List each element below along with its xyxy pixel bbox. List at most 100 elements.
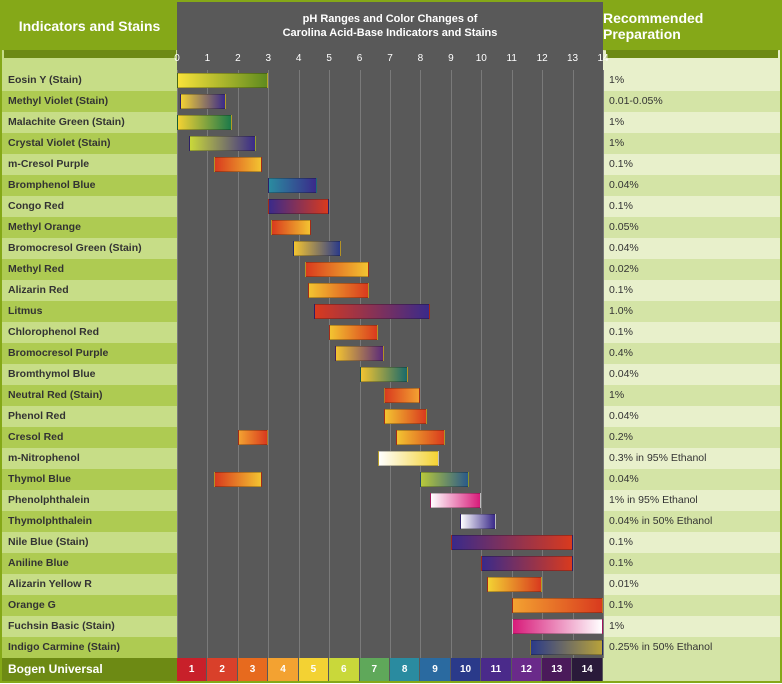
indicator-bar-cell bbox=[177, 385, 603, 406]
indicator-row: Litmus1.0% bbox=[2, 301, 780, 322]
bogen-swatch: 3 bbox=[238, 658, 268, 681]
ph-range-bar bbox=[451, 535, 573, 550]
indicator-name: Nile Blue (Stain) bbox=[2, 532, 177, 553]
ph-range-bar bbox=[271, 220, 311, 235]
ph-range-bar bbox=[180, 94, 226, 109]
indicator-name: Fuchsin Basic (Stain) bbox=[2, 616, 177, 637]
ph-range-bar bbox=[481, 556, 572, 571]
axis-tick: 3 bbox=[266, 53, 272, 64]
indicator-name: Phenol Red bbox=[2, 406, 177, 427]
preparation-value: 0.1% bbox=[603, 322, 780, 343]
ph-range-bar bbox=[512, 619, 603, 634]
header-center-line2: Carolina Acid-Base Indicators and Stains bbox=[283, 27, 498, 39]
indicator-row: Fuchsin Basic (Stain) 1% bbox=[2, 616, 780, 637]
indicator-name: Aniline Blue bbox=[2, 553, 177, 574]
indicator-row: Cresol Red0.2% bbox=[2, 427, 780, 448]
indicator-name: Congo Red bbox=[2, 196, 177, 217]
indicator-row: Crystal Violet (Stain)1% bbox=[2, 133, 780, 154]
preparation-value: 0.04% bbox=[603, 175, 780, 196]
ph-range-bar bbox=[460, 514, 497, 529]
indicator-row: Phenol Red 0.04% bbox=[2, 406, 780, 427]
indicator-name: Cresol Red bbox=[2, 427, 177, 448]
axis-tick: 13 bbox=[567, 53, 578, 64]
indicator-bar-cell bbox=[177, 637, 603, 658]
bogen-swatch: 4 bbox=[268, 658, 298, 681]
ph-range-bar bbox=[214, 472, 263, 487]
header-center: pH Ranges and Color Changes of Carolina … bbox=[177, 2, 603, 50]
indicator-name: Bromocresol Purple bbox=[2, 343, 177, 364]
preparation-value: 0.25% in 50% Ethanol bbox=[603, 637, 780, 658]
ph-range-bar bbox=[305, 262, 369, 277]
header-right: Recommended Preparation bbox=[603, 2, 780, 50]
indicator-bar-cell bbox=[177, 322, 603, 343]
bogen-swatch: 14 bbox=[572, 658, 602, 681]
indicator-row: m-Nitrophenol0.3% in 95% Ethanol bbox=[2, 448, 780, 469]
ph-range-bar bbox=[314, 304, 430, 319]
indicator-row: Phenolphthalein1% in 95% Ethanol bbox=[2, 490, 780, 511]
axis-tick: 2 bbox=[235, 53, 241, 64]
indicator-row: Orange G0.1% bbox=[2, 595, 780, 616]
indicator-bar-cell bbox=[177, 238, 603, 259]
bogen-swatch: 1 bbox=[177, 658, 207, 681]
preparation-value: 1% bbox=[603, 133, 780, 154]
indicator-row: Bromocresol Green (Stain)0.04% bbox=[2, 238, 780, 259]
header-left: Indicators and Stains bbox=[2, 2, 177, 50]
indicator-bar-cell bbox=[177, 511, 603, 532]
indicator-row: Malachite Green (Stain)1% bbox=[2, 112, 780, 133]
indicator-row: m-Cresol Purple0.1% bbox=[2, 154, 780, 175]
preparation-value: 0.04% bbox=[603, 364, 780, 385]
preparation-value: 0.01-0.05% bbox=[603, 91, 780, 112]
preparation-value: 0.04% in 50% Ethanol bbox=[603, 511, 780, 532]
preparation-value: 0.1% bbox=[603, 532, 780, 553]
header-left-text: Indicators and Stains bbox=[19, 18, 161, 34]
indicator-row: Bromphenol Blue0.04% bbox=[2, 175, 780, 196]
indicator-bar-cell bbox=[177, 553, 603, 574]
preparation-value: 0.1% bbox=[603, 196, 780, 217]
indicator-name: Litmus bbox=[2, 301, 177, 322]
bogen-swatch: 12 bbox=[512, 658, 542, 681]
indicator-row: Nile Blue (Stain) 0.1% bbox=[2, 532, 780, 553]
preparation-value: 0.01% bbox=[603, 574, 780, 595]
indicator-name: Thymol Blue bbox=[2, 469, 177, 490]
preparation-value: 0.04% bbox=[603, 406, 780, 427]
indicator-row: Thymolphthalein0.04% in 50% Ethanol bbox=[2, 511, 780, 532]
axis-tick: 11 bbox=[507, 53, 517, 64]
indicator-bar-cell bbox=[177, 343, 603, 364]
axis-tick: 1 bbox=[205, 53, 211, 64]
preparation-value: 0.1% bbox=[603, 154, 780, 175]
indicator-name: Bromthymol Blue bbox=[2, 364, 177, 385]
axis-tick: 6 bbox=[357, 53, 363, 64]
indicator-bar-cell bbox=[177, 154, 603, 175]
ph-range-bar bbox=[268, 178, 317, 193]
indicator-row: Methyl Violet (Stain)0.01-0.05% bbox=[2, 91, 780, 112]
indicator-row: Thymol Blue0.04% bbox=[2, 469, 780, 490]
ph-range-bar bbox=[378, 451, 439, 466]
ph-indicator-chart: Indicators and Stains pH Ranges and Colo… bbox=[0, 0, 782, 683]
preparation-value: 0.1% bbox=[603, 553, 780, 574]
ph-range-bar bbox=[530, 640, 603, 655]
preparation-value: 1% bbox=[603, 616, 780, 637]
axis-tick: 4 bbox=[296, 53, 302, 64]
preparation-value: 0.1% bbox=[603, 595, 780, 616]
preparation-value: 0.02% bbox=[603, 259, 780, 280]
preparation-value: 0.4% bbox=[603, 343, 780, 364]
indicator-row: Eosin Y (Stain)1% bbox=[2, 70, 780, 91]
header-row: Indicators and Stains pH Ranges and Colo… bbox=[2, 2, 780, 50]
ph-range-bar bbox=[189, 136, 256, 151]
bogen-swatch: 6 bbox=[329, 658, 359, 681]
indicator-bar-cell bbox=[177, 469, 603, 490]
bogen-swatch: 9 bbox=[420, 658, 450, 681]
ph-range-bar bbox=[329, 325, 378, 340]
ph-range-bar bbox=[384, 409, 427, 424]
bogen-swatch: 13 bbox=[542, 658, 572, 681]
indicator-name: Chlorophenol Red bbox=[2, 322, 177, 343]
ph-range-bar bbox=[177, 115, 232, 130]
indicator-row: Methyl Orange0.05% bbox=[2, 217, 780, 238]
indicator-rows: Eosin Y (Stain)1%Methyl Violet (Stain)0.… bbox=[2, 70, 780, 658]
indicator-name: Eosin Y (Stain) bbox=[2, 70, 177, 91]
axis-tick: 0 bbox=[174, 53, 180, 64]
indicator-name: Alizarin Yellow R bbox=[2, 574, 177, 595]
indicator-bar-cell bbox=[177, 364, 603, 385]
indicator-name: Malachite Green (Stain) bbox=[2, 112, 177, 133]
indicator-name: Methyl Red bbox=[2, 259, 177, 280]
